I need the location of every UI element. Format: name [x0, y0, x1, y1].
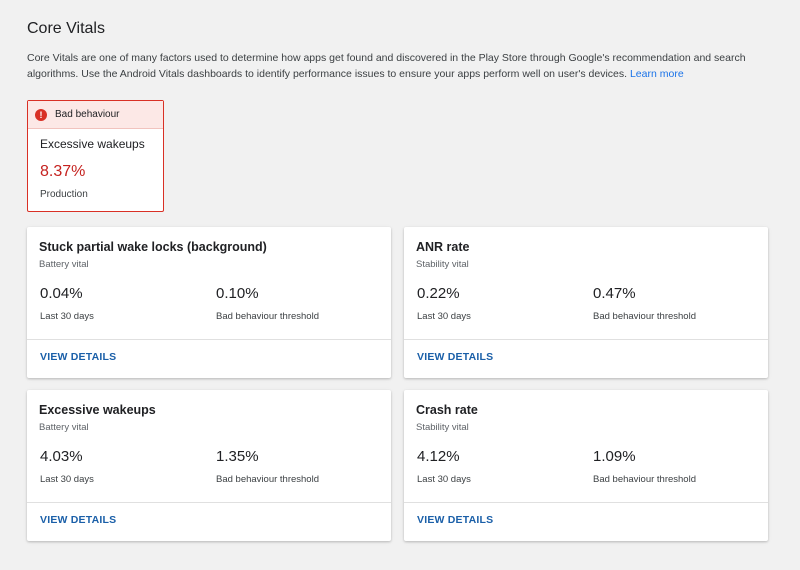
bad-behaviour-header: ! Bad behaviour	[28, 101, 163, 129]
card-value: 4.03%	[40, 448, 83, 465]
card-value: 0.22%	[417, 285, 460, 302]
card-threshold-label: Bad behaviour threshold	[216, 474, 319, 485]
card-title: ANR rate	[416, 240, 470, 254]
card-divider	[404, 502, 768, 503]
card-subtitle: Stability vital	[416, 259, 469, 270]
card-value-label: Last 30 days	[417, 474, 471, 485]
learn-more-link[interactable]: Learn more	[629, 68, 684, 80]
card-value-label: Last 30 days	[40, 311, 94, 322]
page-title: Core Vitals	[27, 20, 105, 37]
card-subtitle: Battery vital	[39, 422, 89, 433]
card-threshold-label: Bad behaviour threshold	[593, 474, 696, 485]
alert-environment: Production	[40, 189, 88, 200]
card-threshold: 1.35%	[216, 448, 259, 465]
card-subtitle: Stability vital	[416, 422, 469, 433]
card-value-label: Last 30 days	[40, 474, 94, 485]
card-threshold: 0.10%	[216, 285, 259, 302]
bad-behaviour-card[interactable]: ! Bad behaviour Excessive wakeups 8.37% …	[27, 100, 164, 212]
view-details-button[interactable]: VIEW DETAILS	[417, 514, 494, 526]
card-title: Stuck partial wake locks (background)	[39, 240, 267, 254]
card-value: 4.12%	[417, 448, 460, 465]
view-details-button[interactable]: VIEW DETAILS	[417, 351, 494, 363]
description-text: Core Vitals are one of many factors used…	[27, 52, 746, 80]
bad-behaviour-label: Bad behaviour	[55, 109, 120, 120]
card-divider	[27, 502, 391, 503]
card-divider	[404, 339, 768, 340]
card-divider	[27, 339, 391, 340]
card-title: Excessive wakeups	[39, 403, 156, 417]
alert-metric-value: 8.37%	[40, 163, 86, 180]
alert-icon: !	[35, 108, 47, 121]
vital-card-anr-rate: ANR rate Stability vital 0.22% Last 30 d…	[404, 227, 768, 378]
card-title: Crash rate	[416, 403, 478, 417]
vital-card-crash-rate: Crash rate Stability vital 4.12% Last 30…	[404, 390, 768, 541]
vital-card-excessive-wakeups: Excessive wakeups Battery vital 4.03% La…	[27, 390, 391, 541]
alert-metric-name: Excessive wakeups	[40, 137, 145, 151]
view-details-button[interactable]: VIEW DETAILS	[40, 351, 117, 363]
page-description: Core Vitals are one of many factors used…	[27, 50, 787, 82]
card-threshold-label: Bad behaviour threshold	[593, 311, 696, 322]
card-threshold: 0.47%	[593, 285, 636, 302]
view-details-button[interactable]: VIEW DETAILS	[40, 514, 117, 526]
card-value-label: Last 30 days	[417, 311, 471, 322]
vital-card-stuck-wake-locks: Stuck partial wake locks (background) Ba…	[27, 227, 391, 378]
card-value: 0.04%	[40, 285, 83, 302]
card-subtitle: Battery vital	[39, 259, 89, 270]
card-threshold-label: Bad behaviour threshold	[216, 311, 319, 322]
card-threshold: 1.09%	[593, 448, 636, 465]
